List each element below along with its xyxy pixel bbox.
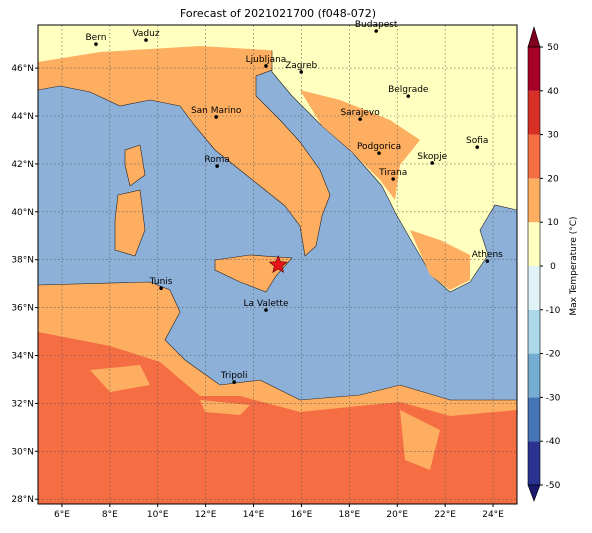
balkan-warm [300, 90, 420, 200]
y-tick-label: 36°N [11, 304, 34, 314]
colorbar: -50 -40 -30 -20 -10 0 10 20 30 40 50 Max Temperatur… [527, 25, 579, 502]
city-dot [159, 286, 163, 291]
city-label: Zagreb [285, 61, 317, 71]
x-tick-label: 14°E [243, 510, 265, 520]
map-area [38, 25, 517, 504]
city-label: Skopje [417, 152, 447, 162]
city-dot [374, 29, 378, 33]
sardinia [114, 189, 146, 257]
city-dot [264, 64, 268, 68]
colorbar-bin [528, 397, 540, 442]
city-label: Bern [85, 33, 106, 43]
x-tick-label: 24°E [482, 510, 504, 520]
colorbar-bin [528, 222, 540, 266]
africa-patches [90, 365, 440, 470]
city-dot [377, 151, 381, 155]
colorbar-over [527, 25, 541, 48]
city-dot [214, 115, 218, 119]
y-tick-label: 40°N [11, 208, 34, 218]
forecast-star [268, 255, 288, 274]
y-tick-label: 30°N [11, 447, 34, 457]
city-dot [358, 117, 362, 121]
city-dot [94, 42, 98, 46]
colorbar-tick-label: -10 [546, 306, 561, 316]
city-dot [391, 177, 395, 181]
city-label: Podgorica [357, 142, 401, 152]
colorbar-tick-label: 40 [547, 87, 559, 97]
city-label: Belgrade [388, 85, 429, 95]
city-dot [299, 70, 304, 74]
city-label: La Valette [244, 299, 289, 309]
city-label: Tripoli [220, 371, 248, 381]
colorbar-tick-label: 10 [547, 218, 559, 228]
colorbar-tick-label: 30 [547, 131, 559, 141]
x-tick-label: 22°E [434, 510, 456, 520]
city-label: Athens [472, 250, 503, 260]
colorbar-label: Max Temperature (°C) [569, 216, 579, 315]
city-label: Tunis [149, 277, 173, 287]
colorbar-bin [528, 266, 540, 310]
colorbar-tick-label: 20 [547, 174, 559, 184]
colorbar-tick-label: -30 [546, 393, 561, 403]
y-tick-label: 32°N [11, 399, 34, 409]
colorbar-bin [528, 47, 540, 91]
map-frame [37, 24, 518, 505]
colorbar-bin [528, 90, 540, 135]
city-dot [430, 161, 435, 165]
y-tick-label: 38°N [11, 256, 34, 266]
city-dot [144, 38, 148, 42]
colorbar-tick-label: -50 [546, 481, 561, 491]
colorbar-under [527, 484, 541, 502]
city-dot [232, 380, 236, 384]
map-title: Forecast of 2021021700 (f048-072) [180, 7, 376, 20]
x-tick-label: 20°E [386, 510, 408, 520]
city-label: Sofia [466, 136, 488, 146]
y-tick-label: 34°N [11, 352, 34, 362]
city-label: Roma [204, 155, 230, 165]
city-dot [264, 308, 268, 312]
y-tick-label: 46°N [11, 64, 34, 74]
x-tick-label: 12°E [195, 510, 217, 520]
city-dot [406, 94, 411, 98]
y-tick-label: 42°N [11, 160, 34, 170]
colorbar-bin [528, 441, 540, 485]
corsica [124, 144, 146, 187]
x-tick-label: 10°E [147, 510, 169, 520]
colorbar-tick-label: -20 [546, 350, 561, 360]
x-tick-label: 8°E [102, 510, 118, 520]
y-tick-label: 44°N [11, 112, 34, 122]
city-label: Vaduz [132, 29, 159, 39]
italy [38, 25, 331, 257]
city-label: Budapest [355, 20, 398, 30]
city-label: Tirana [378, 168, 407, 178]
greece-warm [410, 230, 470, 290]
x-tick-label: 18°E [339, 510, 361, 520]
colorbar-tick-label: -40 [546, 437, 561, 447]
colorbar-tick-label: 0 [550, 262, 556, 272]
colorbar-bin [528, 353, 540, 398]
city-dot [485, 259, 490, 263]
city-dot [215, 164, 219, 168]
x-tick-label: 16°E [291, 510, 313, 520]
colorbar-tick-label: 50 [547, 43, 559, 53]
city-label: Sarajevo [340, 108, 380, 118]
city-label: Ljubljana [246, 55, 287, 65]
x-tick-label: 6°E [54, 510, 70, 520]
colorbar-bin [528, 178, 540, 223]
city-dot [475, 145, 480, 149]
colorbar-bin [528, 309, 540, 354]
y-tick-label: 28°N [11, 495, 34, 505]
colorbar-bin [528, 134, 540, 179]
city-label: San Marino [191, 106, 242, 116]
